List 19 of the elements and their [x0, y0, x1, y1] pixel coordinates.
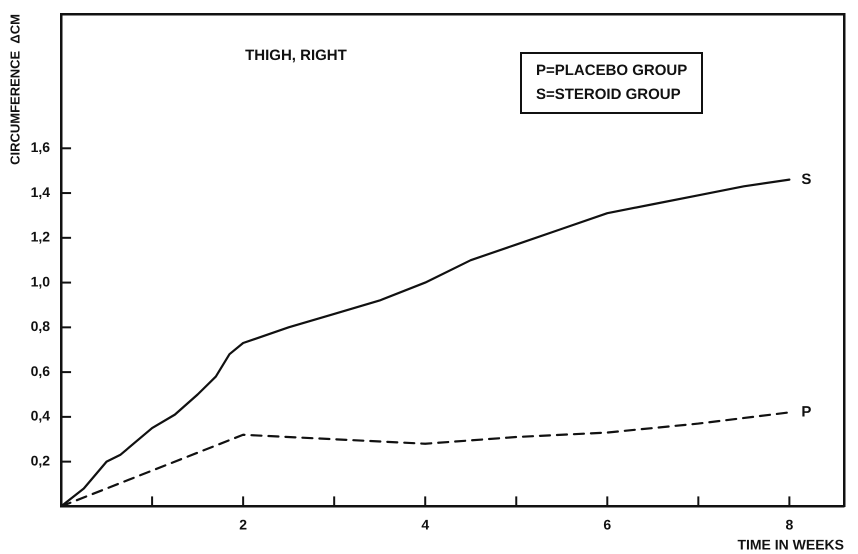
y-axis-title: CIRCUMFERENCE ΔCM	[7, 14, 22, 165]
y-tick-label: 1,6	[30, 139, 50, 156]
series-label: S	[801, 170, 812, 188]
text: THIGH, RIGHT	[245, 47, 347, 64]
x-tick-label: 2	[239, 516, 248, 533]
annotation: S=STEROID GROUP	[536, 85, 682, 105]
series-label: P	[801, 404, 812, 421]
x-tick-label: 8	[785, 516, 794, 533]
y-tick-label: 0,6	[30, 362, 50, 379]
y-tick-label: 0,2	[30, 452, 50, 468]
x-tick-label: 6	[603, 516, 612, 533]
y-tick-label: 0,4	[30, 408, 50, 424]
annotation: P=PLACEBO GROUP	[536, 61, 688, 81]
x-tick-label: 4	[421, 516, 430, 533]
y-tick-label: 1,0	[30, 273, 50, 290]
y-tick-label: 1,2	[30, 228, 50, 245]
y-tick-label: 1,4	[30, 184, 50, 200]
y-tick-label: 0,8	[30, 318, 50, 334]
x-axis-title: TIME IN WEEKS	[737, 536, 844, 552]
